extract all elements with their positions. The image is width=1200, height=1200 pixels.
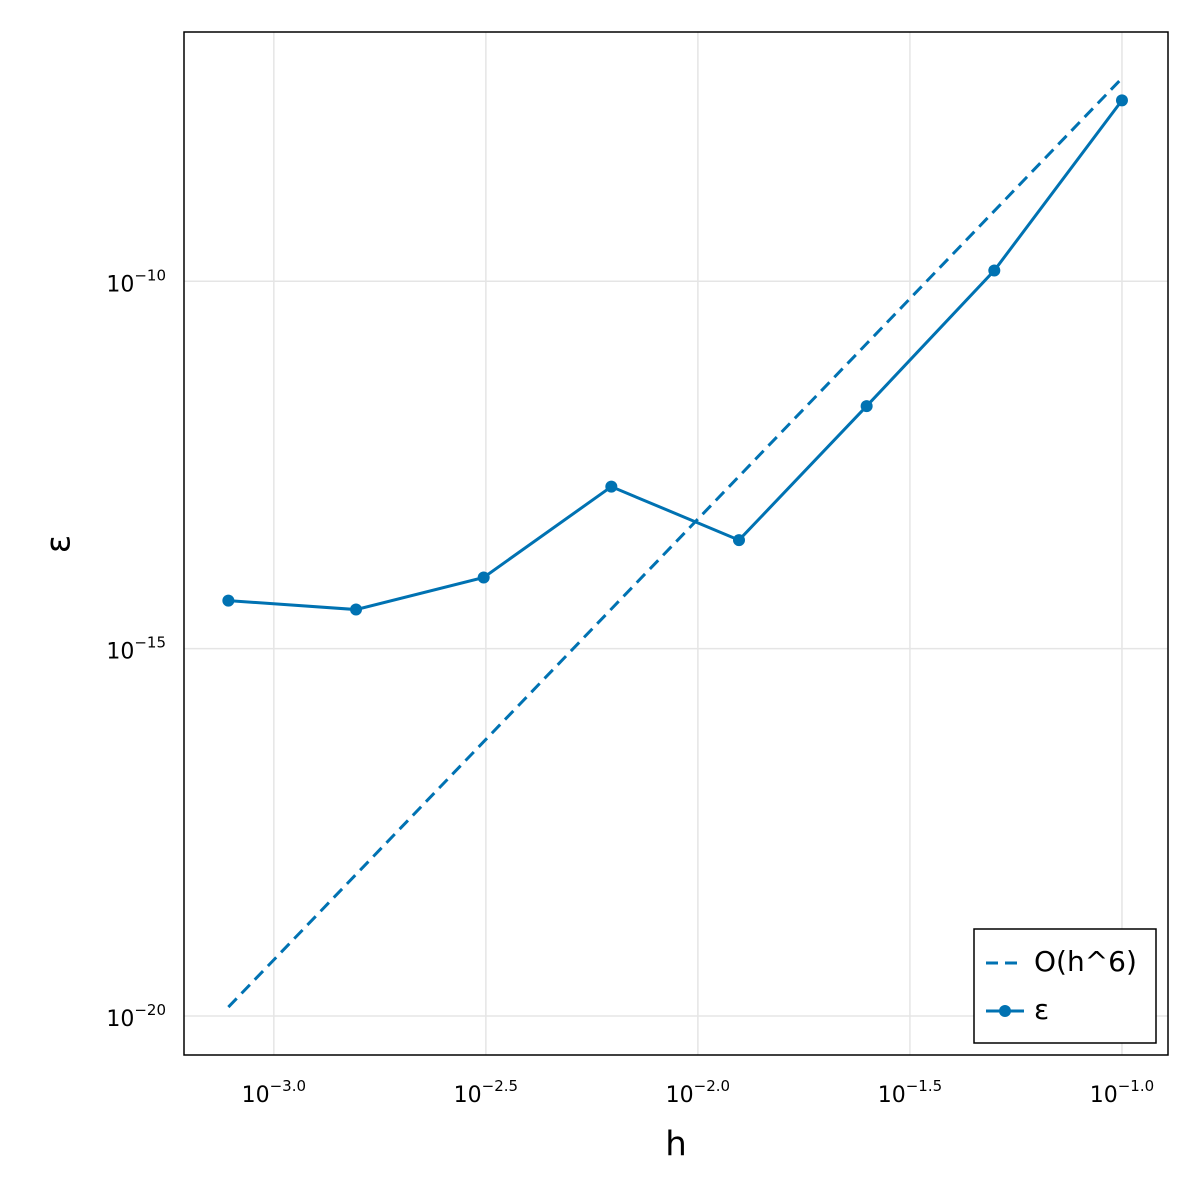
y-tick-label: 10−20 bbox=[106, 1000, 166, 1032]
y-axis-label: ε bbox=[39, 535, 79, 553]
marker bbox=[988, 264, 1001, 277]
series-line bbox=[228, 99, 1124, 612]
marker bbox=[222, 594, 235, 607]
marker bbox=[477, 571, 490, 584]
x-tick-label: 10−2.0 bbox=[666, 1077, 730, 1109]
x-tick-label: 10−3.0 bbox=[242, 1077, 306, 1109]
x-axis-label: h bbox=[665, 1125, 687, 1165]
x-tick-label: 10−2.5 bbox=[454, 1077, 518, 1109]
legend-marker bbox=[999, 1005, 1011, 1017]
marker bbox=[860, 400, 873, 413]
marker bbox=[1115, 94, 1128, 107]
series-line bbox=[227, 77, 1124, 1009]
x-tick-label: 10−1.5 bbox=[878, 1077, 942, 1109]
legend-box bbox=[973, 928, 1157, 1044]
marker bbox=[732, 534, 745, 547]
marker bbox=[605, 480, 618, 493]
legend-label: O(h^6) bbox=[1034, 945, 1137, 978]
x-tick-label: 10−1.0 bbox=[1090, 1077, 1154, 1109]
plot-frame bbox=[183, 31, 1169, 1056]
y-tick-label: 10−15 bbox=[106, 633, 166, 665]
legend-label: ε bbox=[1034, 993, 1049, 1026]
marker bbox=[350, 603, 363, 616]
y-tick-label: 10−10 bbox=[106, 266, 166, 298]
